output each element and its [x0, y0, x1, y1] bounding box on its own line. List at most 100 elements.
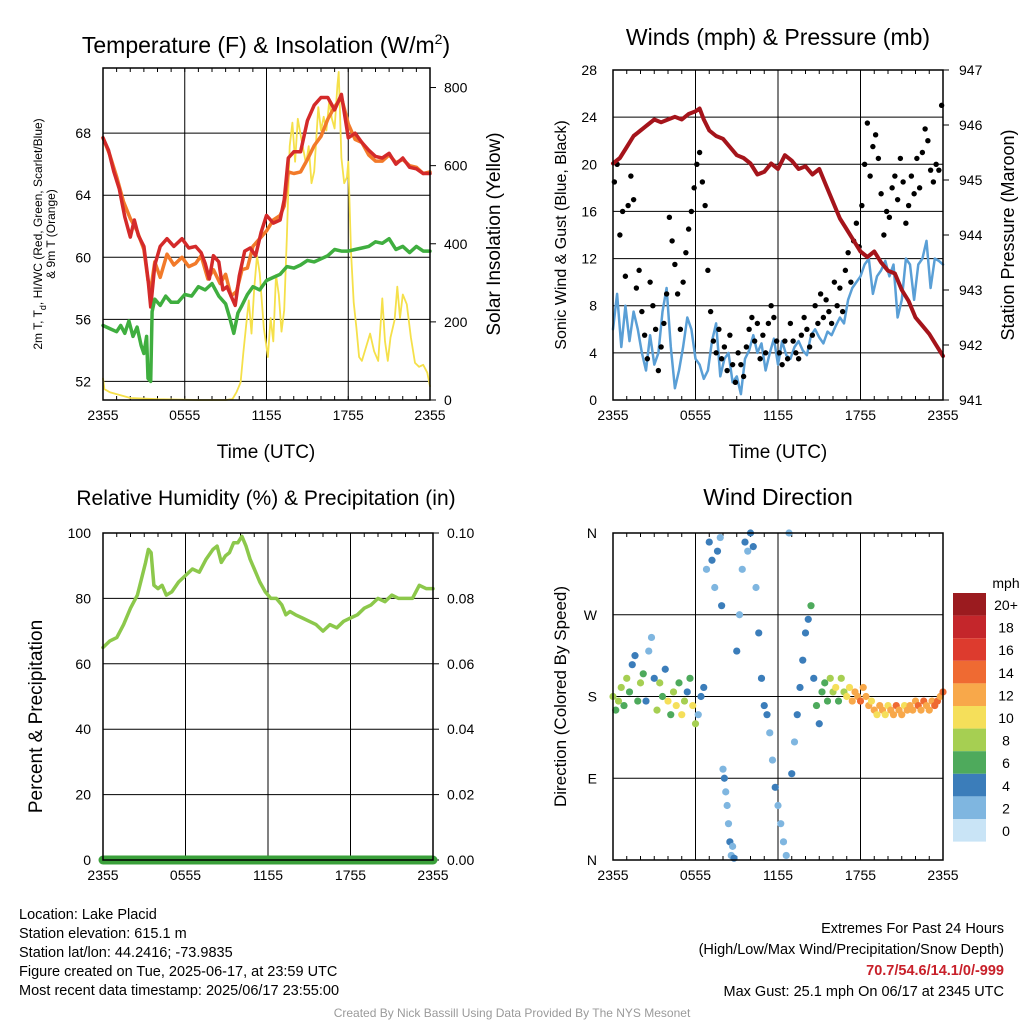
x-tick-label: 1755 [335, 867, 366, 883]
gust-point [729, 361, 736, 368]
gust-point [914, 155, 920, 162]
direction-point [889, 711, 898, 719]
chart-title: Relative Humidity (%) & Precipitation (i… [76, 487, 455, 510]
legend-swatch [953, 751, 986, 774]
gust-point [804, 326, 810, 332]
gust-point [845, 249, 851, 256]
gust-point [619, 208, 626, 215]
elevation-text: Station elevation: 615.1 m [19, 926, 187, 942]
y-tick-label: S [588, 689, 597, 705]
station-info: Location: Lake Placid Station elevation:… [19, 906, 339, 1001]
y-tick-label: N [587, 852, 597, 868]
y-tick-label: 52 [75, 373, 91, 389]
gust-point [754, 320, 761, 327]
direction-point [650, 674, 658, 682]
direction-point [683, 688, 691, 696]
direction-point [821, 679, 829, 687]
gust-point [839, 308, 846, 315]
gust-point [790, 338, 796, 344]
gust-point [724, 367, 730, 374]
y-tick-label: 60 [75, 249, 91, 265]
gust-point [889, 185, 895, 191]
direction-point [729, 842, 737, 850]
gust-point [768, 303, 774, 309]
y-tick-label: 64 [75, 187, 91, 203]
direction-point [793, 711, 801, 719]
extremes-info: Extremes For Past 24 Hours (High/Low/Max… [699, 919, 1004, 1003]
direction-point [843, 692, 851, 701]
plot-border [612, 532, 944, 861]
chart-title: Temperature (F) & Insolation (W/m2) [82, 31, 450, 58]
direction-point [873, 711, 881, 719]
direction-point [724, 820, 733, 828]
y-tick-label: W [584, 607, 598, 623]
y-axis-label: 2m T, Td, HI/WC (Red, Green, Scarlet/Blu… [31, 118, 58, 349]
direction-point [799, 656, 807, 664]
direction-point [645, 647, 653, 655]
x-tick-label: 2355 [927, 407, 958, 423]
gust-point [716, 326, 722, 332]
gust-point [828, 320, 835, 327]
direction-point [917, 706, 925, 714]
direction-point [716, 533, 724, 542]
gust-point [883, 208, 890, 215]
y-tick-label: 28 [581, 62, 597, 78]
gust-point [707, 308, 714, 315]
y-tick-label: N [587, 525, 597, 541]
y-tick-label: 40 [75, 721, 91, 737]
y-tick-label: 24 [581, 109, 597, 125]
direction-point [859, 683, 867, 692]
y2-tick-label: 942 [959, 337, 983, 353]
gust-point [639, 308, 645, 315]
direction-point [642, 697, 650, 705]
direction-point [658, 692, 667, 701]
legend-swatch [953, 683, 986, 706]
created-text: Figure created on Tue, 2025-06-17, at 23… [19, 964, 338, 980]
gust-point [699, 179, 706, 185]
gust-point [900, 179, 906, 185]
gust-point [798, 332, 805, 338]
ylabel-part: , HI/WC (Red, Green, Scarlet/Blue) [31, 118, 45, 305]
gust-point [787, 320, 794, 327]
direction-point [718, 602, 726, 610]
max-gust-text: Max Gust: 25.1 mph On 06/17 at 2345 UTC [723, 984, 1004, 1000]
x-tick-label: 2355 [597, 867, 628, 883]
x-tick-label: 1155 [763, 867, 793, 883]
legend-label: 6 [1002, 755, 1010, 771]
gust-point [732, 379, 739, 386]
extremes-values: 70.7/54.6/14.1/0/-999 [866, 963, 1004, 979]
gust-point [919, 149, 926, 156]
location-text: Location: Lake Placid [19, 907, 157, 923]
chart-title: Winds (mph) & Pressure (mb) [626, 24, 930, 50]
legend-swatch [953, 593, 986, 616]
y2-tick-label: 946 [959, 117, 983, 133]
gust-point [897, 155, 904, 162]
direction-point [909, 706, 917, 714]
gust-point [848, 279, 854, 285]
direction-point [669, 688, 678, 696]
green-series-line [101, 236, 432, 384]
gust-point [738, 361, 744, 368]
gust-point [782, 338, 788, 344]
title-superscript: 2 [435, 31, 443, 47]
gust-point [925, 138, 931, 144]
y-axis-label-text: Sonic Wind & Gust (Blue, Black) [553, 120, 570, 349]
y-tick-label: 12 [581, 251, 597, 267]
gust-point [666, 214, 673, 221]
x-tick-label: 0555 [680, 407, 711, 423]
gust-point [672, 261, 678, 268]
y-tick-label: 0 [589, 392, 597, 408]
gust-point [875, 155, 882, 162]
gust-point [831, 279, 838, 285]
latlon-text: Station lat/lon: 44.2416; -73.9835 [19, 945, 233, 961]
direction-point [720, 774, 728, 782]
direction-point [680, 697, 689, 705]
gust-point [713, 350, 719, 356]
yellow-series-line [102, 71, 431, 401]
gust-point [628, 173, 634, 179]
x-tick-label: 2355 [417, 867, 448, 883]
direction-point [678, 711, 686, 719]
gust-point [636, 267, 642, 274]
gust-point [834, 303, 840, 309]
direction-point [697, 692, 705, 701]
